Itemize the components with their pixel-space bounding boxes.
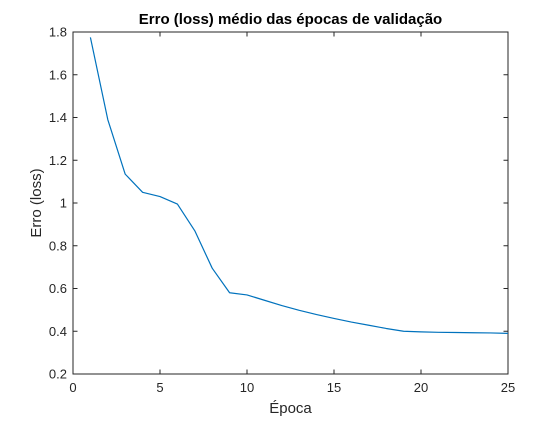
y-axis-label: Erro (loss) bbox=[28, 168, 45, 237]
y-tick-label: 0.2 bbox=[49, 367, 67, 382]
x-tick-label: 20 bbox=[414, 380, 428, 395]
y-tick-label: 0.6 bbox=[49, 281, 67, 296]
x-axis-label: Época bbox=[269, 400, 312, 417]
y-tick-label: 1.2 bbox=[49, 153, 67, 168]
y-tick-label: 1.8 bbox=[49, 25, 67, 40]
y-tick-label: 0.4 bbox=[49, 324, 67, 339]
y-tick-label: 1.6 bbox=[49, 67, 67, 82]
axes-box bbox=[72, 31, 509, 375]
y-tick-label: 1.4 bbox=[49, 110, 67, 125]
series-line bbox=[89, 37, 509, 334]
x-tick-label: 0 bbox=[69, 380, 76, 395]
chart-title: Erro (loss) médio das épocas de validaçã… bbox=[139, 11, 442, 28]
x-tick-label: 15 bbox=[327, 380, 341, 395]
x-tick-label: 25 bbox=[501, 380, 515, 395]
y-tick-label: 1 bbox=[60, 196, 67, 211]
y-tick-label: 0.8 bbox=[49, 238, 67, 253]
x-tick-label: 10 bbox=[240, 380, 254, 395]
x-tick-label: 5 bbox=[156, 380, 163, 395]
plot-area: 0 5 10 15 20 25 0.2 0.4 0.6 0.8 1 1.2 1.4 1.6 1.8 bbox=[49, 25, 515, 396]
